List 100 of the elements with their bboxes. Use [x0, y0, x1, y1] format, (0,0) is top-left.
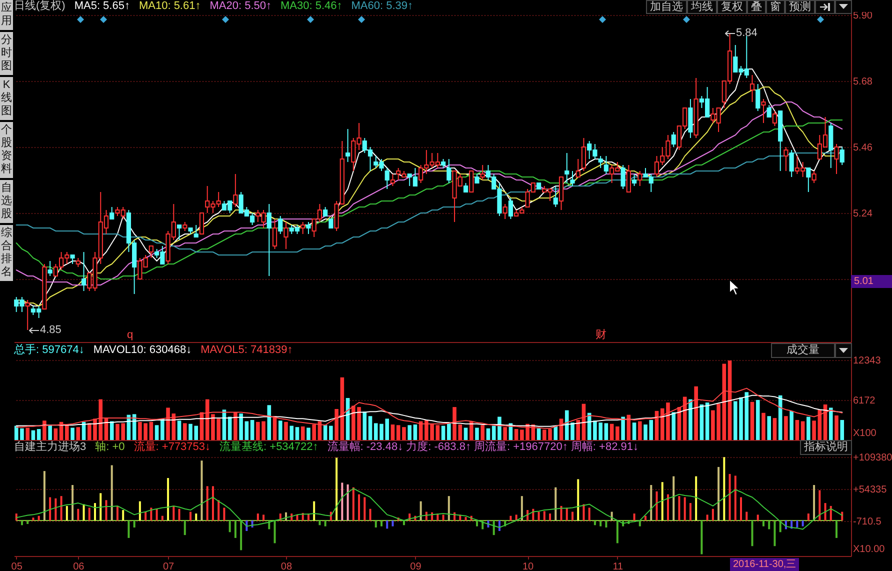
bar	[144, 512, 147, 521]
candlestick	[828, 122, 834, 168]
bar	[396, 425, 400, 440]
bar	[312, 424, 316, 440]
bar	[695, 476, 698, 521]
bar	[638, 421, 642, 440]
annotation: 5.84	[736, 27, 758, 39]
annotation: q	[126, 329, 134, 341]
bar	[77, 508, 80, 521]
bar	[150, 508, 152, 521]
bar	[644, 516, 647, 521]
bar	[750, 402, 754, 440]
candlestick	[266, 204, 272, 276]
bar	[672, 476, 675, 521]
candlestick	[199, 212, 204, 234]
bar	[284, 422, 288, 440]
text: MAVOL5: 741839↑	[200, 344, 293, 356]
y-tick-label: 5.68	[853, 76, 873, 88]
bar	[834, 415, 838, 440]
bar	[154, 425, 159, 440]
bar	[689, 503, 692, 521]
bar	[278, 420, 282, 440]
bar	[538, 512, 540, 521]
candlestick	[25, 300, 30, 330]
candlestick	[604, 156, 608, 174]
text: 应用	[0, 0, 13, 30]
bar	[402, 427, 406, 440]
line-series	[16, 388, 843, 429]
bar	[672, 412, 676, 440]
text: 5.01	[851, 275, 892, 288]
bar	[812, 420, 816, 440]
bar	[486, 428, 490, 440]
x-tick-label: 06	[73, 562, 85, 571]
text: 个股资料	[0, 122, 13, 178]
bar	[510, 516, 512, 521]
bar	[352, 487, 354, 521]
bar	[678, 496, 680, 521]
bar	[374, 520, 377, 528]
annotation: 窗	[766, 0, 785, 14]
bar	[161, 516, 164, 521]
bar	[94, 503, 96, 521]
bar	[182, 423, 187, 440]
bar	[616, 520, 618, 544]
bar	[334, 408, 338, 440]
bar	[306, 428, 310, 440]
bar	[514, 429, 518, 440]
y-tick-label: 5.24	[853, 208, 873, 220]
bar	[234, 520, 236, 538]
bar	[212, 486, 214, 521]
text: 流量基线: +534722↑	[220, 440, 318, 452]
bar	[480, 425, 485, 440]
bar	[38, 516, 40, 521]
line-series	[16, 394, 843, 427]
bar	[492, 520, 495, 536]
bar	[554, 426, 558, 440]
text: 指标说明	[800, 440, 852, 455]
bar	[576, 420, 580, 440]
bar	[300, 426, 305, 440]
candlestick	[834, 144, 839, 174]
bar	[436, 425, 440, 440]
bar	[178, 508, 180, 521]
annotation: 财	[596, 329, 606, 341]
y-tick-label: 6172	[853, 396, 876, 407]
bar	[390, 424, 395, 440]
candlestick	[626, 164, 631, 192]
bar	[218, 500, 220, 521]
bar	[464, 428, 468, 440]
y-tick-label: +54335	[853, 484, 888, 496]
bar	[476, 520, 478, 526]
text: MA20: 5.50↑	[210, 0, 272, 12]
annotation: 复权	[717, 0, 747, 14]
bar	[577, 479, 580, 521]
text: 总手: 597674↓	[14, 344, 84, 356]
bar	[684, 497, 686, 521]
bar	[160, 418, 164, 440]
annotation: 预测	[785, 0, 815, 14]
candlestick	[576, 158, 580, 178]
bar	[621, 416, 625, 440]
bar	[318, 520, 321, 526]
text: MA30: 5.46↑	[280, 0, 342, 12]
bar	[234, 412, 238, 440]
bar	[772, 418, 777, 440]
bar	[110, 421, 114, 440]
bar	[560, 506, 562, 521]
bar	[762, 520, 764, 526]
bar	[66, 506, 68, 521]
candlestick	[278, 216, 283, 234]
bar	[72, 485, 74, 521]
chart-title: 日线(复权)	[14, 0, 66, 12]
bar	[543, 511, 546, 521]
bar	[830, 506, 832, 521]
candlestick	[480, 164, 485, 180]
bar	[54, 498, 57, 521]
bar	[712, 508, 714, 521]
bar	[31, 430, 36, 440]
text: 成交量	[771, 343, 835, 358]
candlestick	[284, 222, 288, 250]
bar	[413, 424, 418, 440]
bar	[734, 476, 736, 521]
bar	[329, 426, 333, 440]
